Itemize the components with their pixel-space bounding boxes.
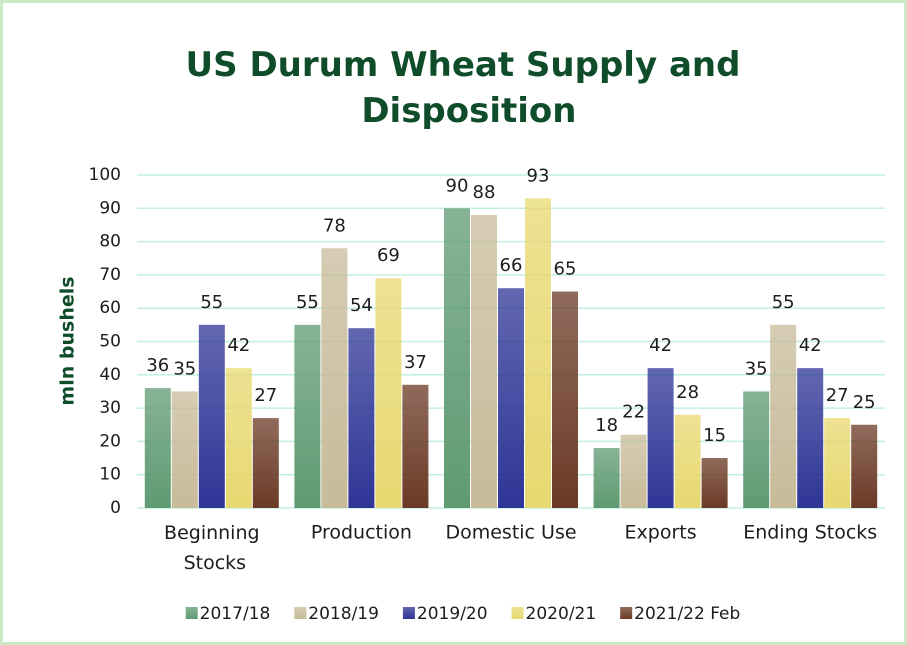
bar: [674, 414, 701, 508]
bar: [321, 248, 348, 508]
legend: 2017/18 2018/19 2019/20 2020/21 2021/22 Feb: [185, 604, 740, 624]
y-tick-label: 40: [99, 365, 121, 385]
bar: [375, 278, 402, 508]
y-tick-label: 70: [99, 265, 121, 285]
y-tick-label: 20: [99, 431, 121, 451]
value-label: 25: [853, 392, 876, 413]
bar: [647, 368, 674, 508]
bar: [851, 424, 878, 508]
value-label: 27: [826, 385, 849, 406]
bar: [348, 328, 375, 508]
bar: [552, 291, 578, 508]
value-label: 35: [173, 358, 196, 379]
bar: [498, 288, 524, 508]
bar: [743, 391, 770, 508]
bar: [144, 388, 171, 508]
legend-label: 2017/18: [200, 604, 271, 624]
chart-title: US Durum Wheat Supply and Disposition: [186, 45, 741, 131]
legend-swatch: [402, 607, 415, 619]
bar: [824, 418, 851, 508]
x-tick-label: Production: [311, 522, 412, 544]
bar: [620, 434, 647, 508]
value-label: 42: [799, 335, 822, 356]
value-label: 35: [745, 358, 768, 379]
bar: [444, 208, 470, 509]
value-label: 69: [377, 245, 400, 266]
x-tick-label: Beginning Stocks: [164, 522, 260, 574]
bar: [593, 448, 620, 508]
value-label: 93: [527, 165, 550, 186]
value-label: 55: [296, 292, 319, 313]
value-label: 18: [595, 415, 618, 436]
legend-swatch: [620, 607, 633, 619]
value-label: 22: [622, 402, 645, 423]
legend-swatch: [185, 607, 198, 619]
value-label: 66: [500, 255, 523, 276]
value-label: 15: [703, 425, 726, 446]
bar: [797, 368, 824, 508]
bar: [471, 214, 497, 508]
value-label: 28: [676, 382, 699, 403]
y-tick-label: 90: [99, 198, 121, 218]
value-label: 27: [254, 385, 277, 406]
y-tick-label: 0: [110, 498, 121, 518]
legend-swatch: [294, 607, 307, 619]
value-label: 55: [772, 292, 795, 313]
value-label: 37: [404, 352, 427, 373]
bar: [294, 324, 321, 508]
legend-label: 2019/20: [417, 604, 488, 624]
value-label: 78: [323, 215, 346, 236]
legend-label: 2021/22 Feb: [634, 604, 740, 624]
bar: [198, 324, 225, 508]
y-tick-label: 60: [99, 298, 121, 318]
y-tick-label: 30: [99, 398, 121, 418]
legend-label: 2018/19: [308, 604, 379, 624]
bar: [402, 384, 429, 508]
value-label: 36: [146, 355, 169, 376]
bar: [252, 418, 279, 508]
x-tick-label: Domestic Use: [445, 522, 576, 544]
y-tick-label: 50: [99, 332, 121, 352]
y-tick-label: 10: [99, 465, 121, 485]
bar: [225, 368, 252, 508]
bar: [525, 198, 551, 508]
value-label: 90: [446, 175, 469, 196]
bar: [770, 324, 797, 508]
value-label: 65: [554, 259, 577, 280]
legend-swatch: [511, 607, 524, 619]
y-tick-label: 80: [99, 232, 121, 252]
value-label: 55: [200, 292, 223, 313]
value-label: 54: [350, 295, 373, 316]
legend-label: 2020/21: [526, 604, 597, 624]
value-label: 88: [473, 182, 496, 203]
bar: [171, 391, 198, 508]
y-axis-label: mln bushels: [57, 276, 79, 405]
value-label: 42: [227, 335, 250, 356]
x-tick-label: Ending Stocks: [743, 522, 877, 544]
x-tick-label: Exports: [625, 522, 697, 544]
bar: [701, 458, 728, 508]
y-tick-label: 100: [89, 165, 121, 185]
value-label: 42: [649, 335, 672, 356]
